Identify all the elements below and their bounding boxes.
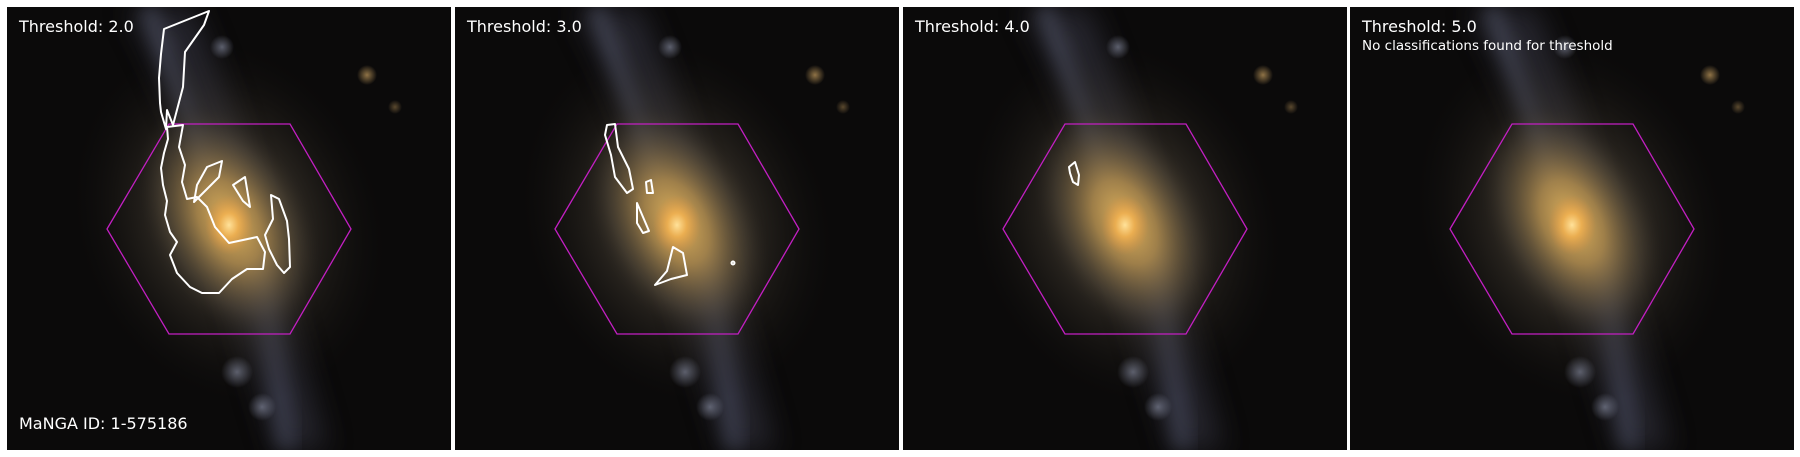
classification-contours [604, 123, 736, 286]
contour-dot [730, 260, 736, 266]
contour-arm-region [158, 10, 210, 130]
panel-threshold-5: Threshold: 5.0 No classifications found … [1350, 7, 1794, 450]
panel-threshold-4: Threshold: 4.0 [903, 7, 1347, 450]
contour-region [654, 246, 688, 286]
classification-contours [1068, 161, 1080, 186]
threshold-label: Threshold: 3.0 [467, 17, 582, 36]
galaxy-image [903, 7, 1347, 450]
contour-edge-region [264, 194, 291, 274]
threshold-label: Threshold: 4.0 [915, 17, 1030, 36]
threshold-label: Threshold: 5.0 [1362, 17, 1477, 36]
panel-threshold-2: Threshold: 2.0 MaNGA ID: 1-575186 [7, 7, 451, 450]
contour-region [1068, 161, 1080, 186]
galaxy-image [455, 7, 899, 450]
contour-small-region [232, 176, 251, 208]
no-classifications-note: No classifications found for threshold [1362, 38, 1613, 54]
contour-region [636, 202, 650, 234]
manga-id-label: MaNGA ID: 1-575186 [19, 414, 188, 433]
contour-small-region [193, 160, 223, 203]
galaxy-image [1350, 7, 1794, 450]
contour-main-region [160, 124, 266, 294]
panel-threshold-3: Threshold: 3.0 [455, 7, 899, 450]
contour-region [604, 123, 634, 194]
classification-contours [158, 10, 291, 294]
contour-region [645, 179, 654, 194]
threshold-label: Threshold: 2.0 [19, 17, 134, 36]
galaxy-image [7, 7, 451, 450]
